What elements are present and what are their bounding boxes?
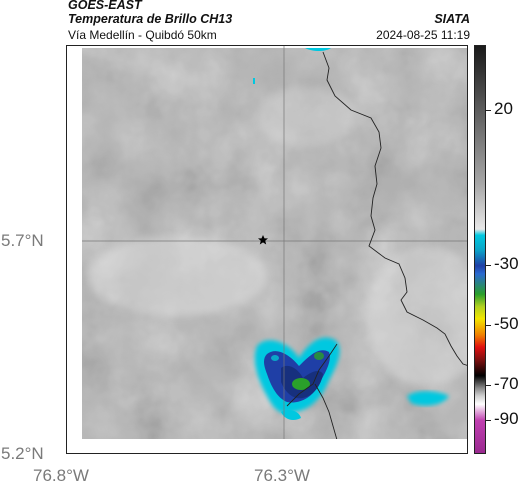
boundary-line-east	[322, 51, 467, 366]
colorbar-label: -30	[494, 254, 519, 273]
colorbar-tick	[486, 110, 491, 111]
lon-label: 76.8°W	[33, 466, 89, 485]
lon-label: 76.3°W	[254, 466, 310, 485]
star-icon	[258, 235, 268, 245]
colorbar	[474, 45, 486, 454]
product-title: Temperatura de Brillo CH13	[68, 12, 233, 26]
cold-patch-east	[407, 391, 449, 406]
boundary-line-south	[286, 343, 338, 407]
cold-patch-north	[305, 48, 331, 51]
timestamp-label: 2024-08-25 11:19	[376, 28, 470, 42]
organization-label: SIATA	[434, 12, 470, 26]
colorbar-tick	[486, 420, 491, 421]
map-panel[interactable]	[66, 45, 468, 454]
colorbar-label: 20	[494, 99, 513, 118]
colorbar-tick	[486, 385, 491, 386]
colorbar-label: -90	[494, 409, 519, 428]
brightness-temperature-map	[67, 46, 467, 453]
lat-label: 5.2°N	[1, 444, 44, 463]
colorbar-tick	[486, 265, 491, 266]
colorbar-label: -50	[494, 314, 519, 333]
colorbar-label: -70	[494, 374, 519, 393]
colorbar-tick	[486, 325, 491, 326]
satellite-title: GOES-EAST	[68, 0, 142, 12]
location-subtitle: Vía Medellín - Quibdó 50km	[68, 28, 217, 42]
lat-label: 5.7°N	[1, 231, 44, 250]
convective-cell	[254, 337, 340, 420]
